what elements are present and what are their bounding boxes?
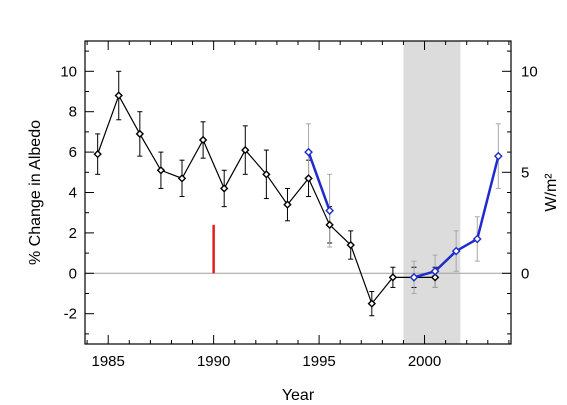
black-point-marker [346,240,355,250]
y-tick-label: 2 [69,225,77,242]
error-bar-layer [95,70,501,317]
y2-tick-label: 0 [521,265,529,282]
axes-layer [84,40,512,345]
black-point-marker [262,170,271,179]
marker-layer [93,91,503,308]
y2-axis-title: W/m² [543,173,560,212]
y2-tick-label: 10 [521,63,538,80]
black-point-marker [430,273,440,282]
black-point-marker [114,91,123,100]
y-axis-title: % Change in Albedo [27,120,44,265]
shaded-region-layer [403,41,461,344]
black-point-marker [367,299,377,308]
label-layer: 1985 1990 1995 2000 -2 0 2 4 6 8 10 0 5 10 Year % Chang… [27,63,560,404]
black-point-marker [241,145,250,155]
y-tick-label: 8 [69,104,77,121]
blue-point-marker [430,266,440,276]
y-tick-label: -2 [64,306,77,323]
x-tick-label: 1995 [302,353,335,370]
x-axis-title: Year [282,387,315,404]
y-tick-label: 10 [60,63,77,80]
black-point-marker [219,184,229,193]
y-tick-label: 6 [69,144,77,161]
blue-point-marker [451,246,461,256]
black-point-marker [93,149,102,159]
black-point-marker [156,166,166,175]
y-tick-label: 4 [69,185,77,202]
blue-series-line [307,151,331,212]
blue-point-marker [409,272,419,282]
black-series-line [97,94,436,305]
x-tick-label: 1985 [92,353,125,370]
y-tick-label: 0 [69,265,77,282]
x-tick-label: 1990 [197,353,230,370]
y2-tick-label: 5 [521,164,529,181]
blue-point-marker [472,234,482,244]
black-point-marker [283,200,292,209]
black-point-marker [325,220,334,230]
x-tick-label: 2000 [408,353,441,370]
blue-point-marker [325,206,335,216]
black-point-marker [198,135,208,145]
black-point-marker [304,174,313,183]
blue-point-marker [493,151,503,161]
black-point-marker [177,174,187,183]
black-point-marker [135,129,145,139]
shaded-region [403,41,461,344]
blue-point-marker [304,147,313,157]
black-point-marker [388,273,398,282]
